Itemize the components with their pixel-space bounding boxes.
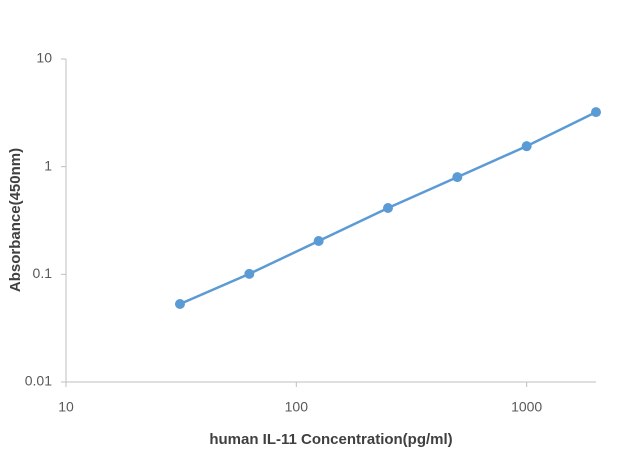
data-point xyxy=(174,299,185,310)
y-tick-label: 0.1 xyxy=(33,265,53,281)
y-tick-label: 1 xyxy=(44,157,52,173)
data-point xyxy=(382,203,393,214)
data-point xyxy=(244,268,255,279)
data-point xyxy=(452,172,463,183)
y-tick-label: 0.01 xyxy=(25,373,52,389)
data-point xyxy=(313,235,324,246)
y-tick-label: 10 xyxy=(36,50,52,66)
data-point xyxy=(591,107,601,118)
data-point xyxy=(521,141,532,152)
x-tick-label: 100 xyxy=(285,399,309,415)
x-tick-label: 10 xyxy=(58,399,74,415)
y-axis-title: Absorbance(450nm) xyxy=(7,148,24,292)
x-tick-label: 1000 xyxy=(511,399,542,415)
x-axis-title: human IL-11 Concentration(pg/ml) xyxy=(209,431,452,448)
